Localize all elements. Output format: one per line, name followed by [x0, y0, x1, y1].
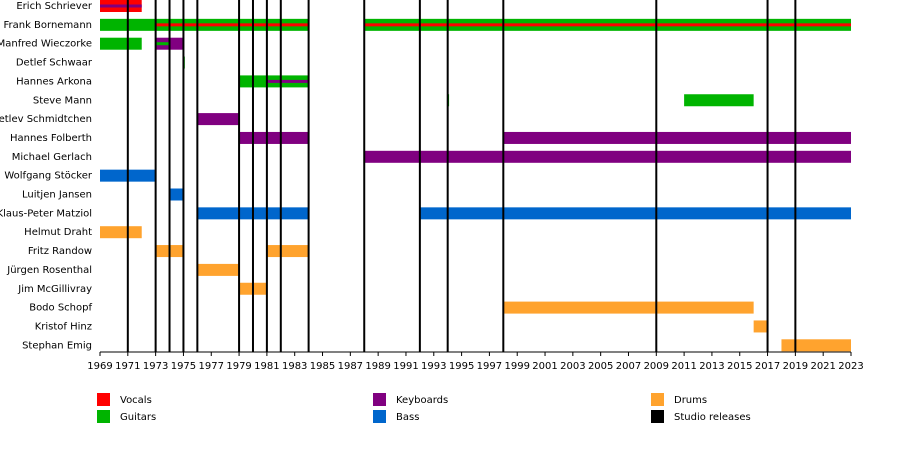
role-bar	[100, 226, 142, 239]
member-label: Hannes Arkona	[16, 76, 92, 87]
role-overlay	[155, 42, 170, 46]
legend-label: Drums	[674, 395, 707, 406]
member-label: Hannes Folberth	[10, 133, 92, 144]
member-label: Fritz Randow	[28, 246, 92, 257]
x-tick-label: 2023	[838, 361, 863, 372]
role-overlay	[266, 79, 309, 83]
member-label: Erich Schriever	[16, 1, 93, 12]
member-label: Frank Bornemann	[3, 20, 92, 31]
role-bar	[419, 207, 851, 220]
role-bar	[684, 94, 754, 107]
member-label: Wolfgang Stöcker	[4, 171, 93, 182]
x-tick-label: 1975	[171, 361, 196, 372]
x-tick-label: 2015	[727, 361, 752, 372]
x-tick-label: 2009	[644, 361, 669, 372]
legend-label: Guitars	[120, 412, 156, 423]
member-label: Stephan Emig	[22, 340, 92, 351]
member-label: Helmut Draht	[24, 227, 92, 238]
legend-swatch	[97, 393, 110, 406]
member-label: Luitjen Jansen	[22, 190, 92, 201]
role-bar	[239, 131, 309, 144]
x-tick-label: 1989	[365, 361, 390, 372]
member-label: Detlev Schmidtchen	[0, 114, 92, 125]
member-label: Manfred Wieczorke	[0, 39, 92, 50]
member-label: Detlef Schwaar	[16, 58, 93, 69]
member-label: Jürgen Rosenthal	[6, 265, 92, 276]
x-tick-label: 2013	[699, 361, 724, 372]
x-tick-label: 2003	[560, 361, 585, 372]
role-bar	[781, 339, 851, 352]
x-tick-label: 1977	[199, 361, 224, 372]
x-tick-label: 1993	[421, 361, 446, 372]
legend-swatch	[97, 410, 110, 423]
x-tick-label: 1973	[143, 361, 168, 372]
member-label: Klaus-Peter Matziol	[0, 208, 92, 219]
role-bar	[197, 113, 240, 126]
role-bar	[169, 188, 184, 201]
x-tick-label: 1991	[393, 361, 418, 372]
x-tick-label: 1987	[338, 361, 363, 372]
x-tick-label: 2011	[671, 361, 696, 372]
x-tick-label: 1997	[477, 361, 502, 372]
legend-label: Vocals	[120, 395, 152, 406]
member-label: Kristof Hinz	[35, 321, 92, 332]
role-overlay	[364, 23, 851, 27]
x-tick-label: 2005	[588, 361, 613, 372]
x-tick-label: 1981	[254, 361, 279, 372]
x-tick-label: 1983	[282, 361, 307, 372]
x-tick-label: 2019	[783, 361, 808, 372]
role-bar	[100, 37, 142, 50]
member-label: Jim McGillivray	[17, 284, 92, 295]
x-tick-label: 1995	[449, 361, 474, 372]
x-tick-label: 1985	[310, 361, 335, 372]
x-tick-label: 1971	[115, 361, 140, 372]
role-overlay	[100, 4, 142, 8]
legend-label: Bass	[396, 412, 419, 423]
legend-label: Studio releases	[674, 412, 751, 423]
legend-swatch	[373, 393, 386, 406]
role-bar	[753, 320, 768, 333]
legend-swatch	[651, 393, 664, 406]
member-label: Bodo Schopf	[29, 303, 92, 314]
role-overlay	[155, 23, 309, 27]
role-bar	[197, 263, 240, 276]
legend-label: Keyboards	[396, 395, 448, 406]
x-tick-label: 2021	[810, 361, 835, 372]
x-tick-label: 1979	[226, 361, 251, 372]
legend-swatch	[373, 410, 386, 423]
role-bar	[503, 301, 754, 314]
role-bar	[266, 245, 309, 258]
x-tick-label: 1969	[87, 361, 112, 372]
x-tick-label: 2001	[532, 361, 557, 372]
member-label: Michael Gerlach	[12, 152, 92, 163]
role-bar	[503, 131, 851, 144]
role-bar	[364, 150, 851, 163]
x-tick-label: 1999	[504, 361, 529, 372]
legend-swatch	[651, 410, 664, 423]
member-label: Steve Mann	[33, 95, 92, 106]
x-tick-label: 2017	[755, 361, 780, 372]
x-tick-label: 2007	[616, 361, 641, 372]
